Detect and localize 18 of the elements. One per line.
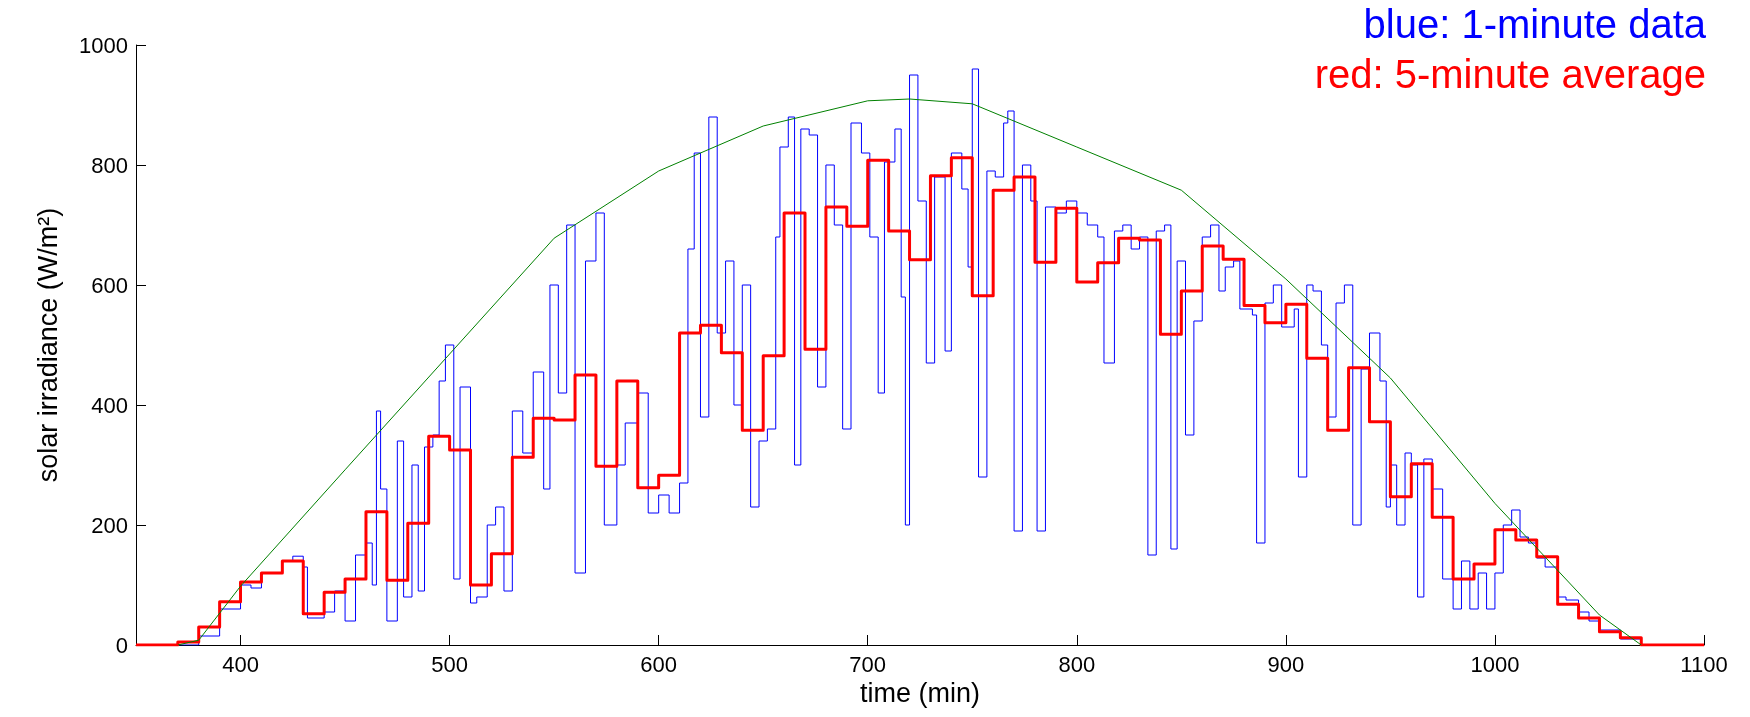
x-tick-label: 400 <box>222 651 259 677</box>
x-tick-label: 1000 <box>1470 651 1520 677</box>
x-tick-label: 900 <box>1267 651 1305 677</box>
x-tick-label: 800 <box>1058 651 1096 677</box>
y-tick-label: 400 <box>91 392 128 418</box>
y-tick-label: 1000 <box>79 32 128 58</box>
annotation: blue: 1-minute data <box>1363 2 1707 46</box>
y-tick-label: 800 <box>91 152 128 178</box>
y-tick-label: 600 <box>91 272 128 298</box>
x-tick-label: 600 <box>640 651 678 677</box>
y-tick-label: 200 <box>91 512 128 538</box>
y-tick-label: 0 <box>115 632 128 658</box>
x-axis-title: time (min) <box>860 678 980 709</box>
x-tick-label: 1100 <box>1680 651 1728 677</box>
x-tick-label: 500 <box>431 651 468 677</box>
x-tick-label: 700 <box>849 651 887 677</box>
annotation: red: 5-minute average <box>1314 52 1706 96</box>
y-axis-title: solar irradiance (W/m²) <box>32 207 63 483</box>
